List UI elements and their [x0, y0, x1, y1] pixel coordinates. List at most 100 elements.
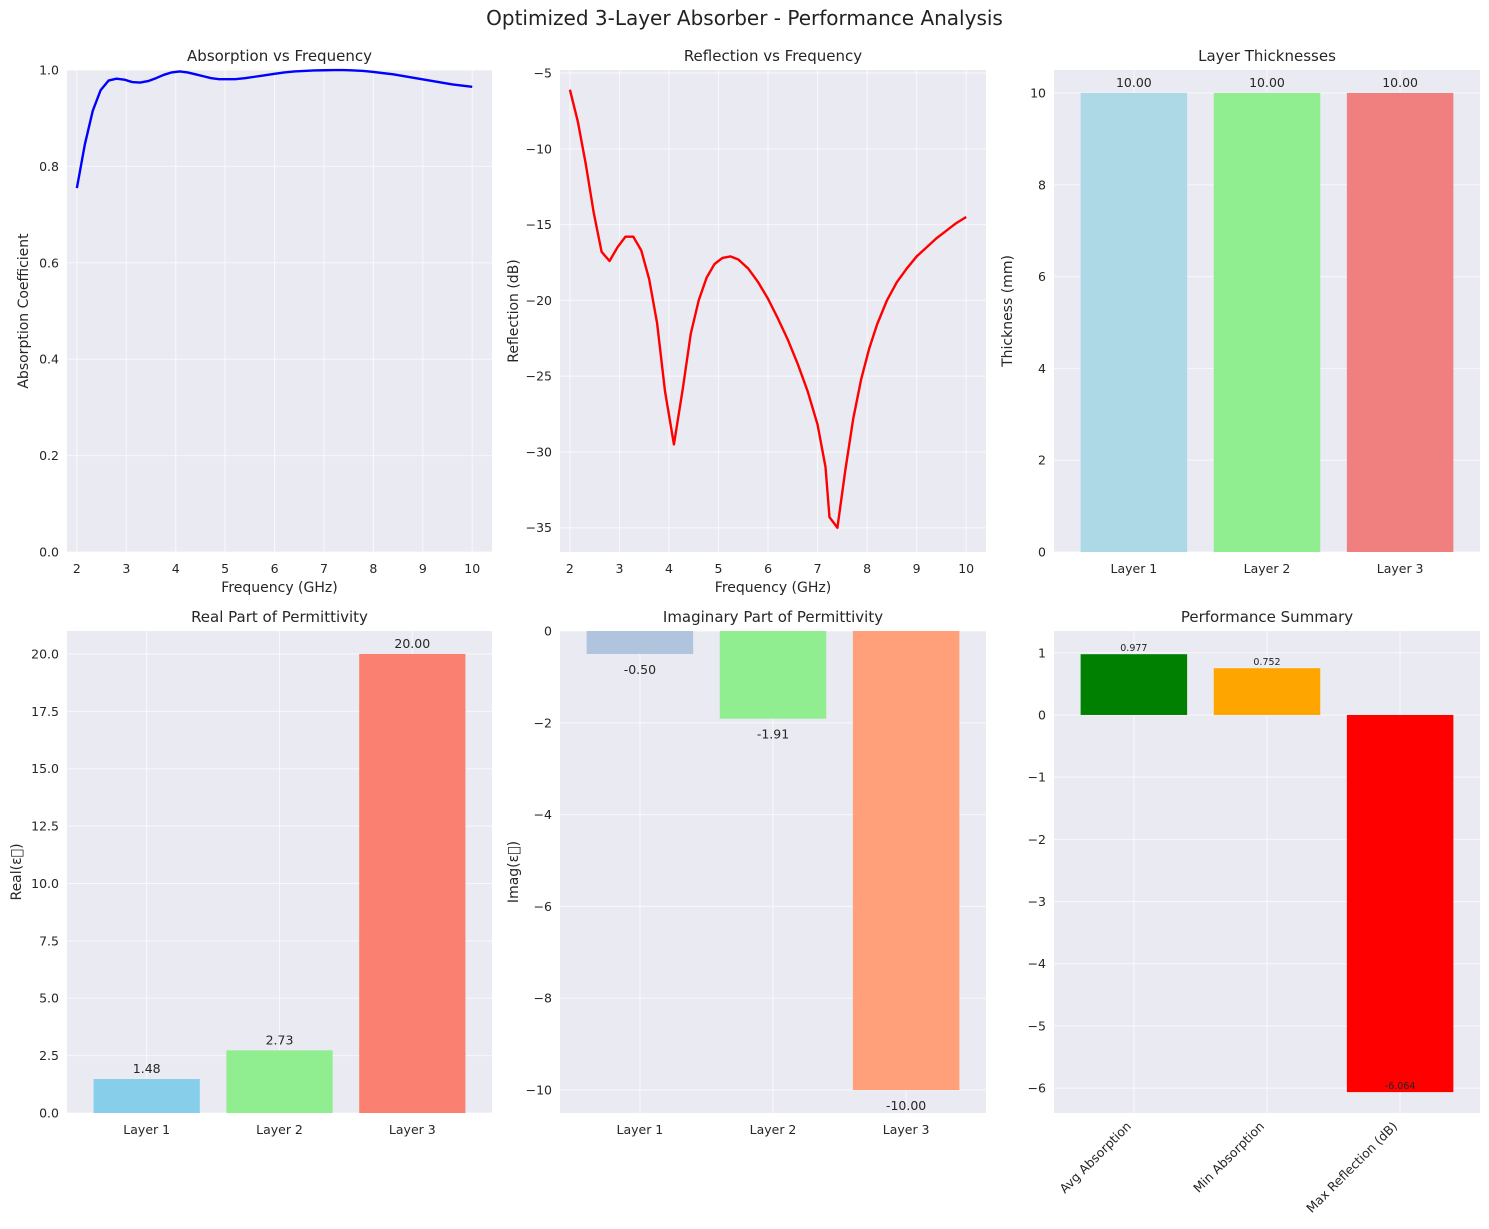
panel-reflection: −35 −30 −25 −20 −15 −10 −5 2 3 4 5 6 7 8 9 10 Reflection…	[506, 47, 986, 596]
x-tick-label: Layer 2	[1244, 561, 1291, 576]
x-axis-label: Frequency (GHz)	[221, 580, 337, 596]
y-tick-label: 0.2	[39, 448, 59, 463]
y-tick-label: −4	[534, 807, 552, 822]
panel-summary: −6 −5 −4 −3 −2 −1 0 1 0.977 Avg Absorption 0.752 Mi…	[1028, 608, 1480, 1216]
y-tick-label: −20	[526, 293, 552, 308]
panel-title: Reflection vs Frequency	[684, 47, 862, 65]
y-tick-label: 0	[544, 624, 552, 639]
bar	[1213, 668, 1321, 715]
panel-title: Absorption vs Frequency	[187, 47, 372, 65]
y-axis-label: Imag(ε )	[506, 841, 522, 903]
bar	[226, 1050, 333, 1113]
x-tick-label: Min Absorption	[1190, 1119, 1267, 1196]
bar	[719, 631, 827, 719]
panel-title: Layer Thicknesses	[1198, 47, 1336, 65]
y-tick-label: −15	[526, 217, 552, 232]
series-line	[75, 68, 473, 189]
y-tick-label: 0.0	[39, 1106, 59, 1121]
x-tick-label: Layer 1	[1110, 561, 1157, 576]
x-tick-label: 3	[615, 561, 623, 576]
x-tick-label: 7	[320, 561, 328, 576]
y-tick-label: −6	[534, 899, 552, 914]
x-tick-label: Layer 2	[256, 1122, 303, 1137]
data-label: 20.00	[394, 636, 430, 651]
bar	[1346, 92, 1454, 552]
y-tick-label: 5.0	[39, 991, 59, 1006]
y-tick-label: 6	[1038, 269, 1046, 284]
x-tick-label: Layer 1	[123, 1122, 170, 1137]
data-label: 10.00	[1249, 75, 1285, 90]
y-axis-label: Real(ε )	[9, 843, 25, 900]
y-tick-label: −6	[1028, 1081, 1046, 1096]
panel-title: Real Part of Permittivity	[191, 608, 368, 626]
panel-title: Imaginary Part of Permittivity	[663, 608, 883, 626]
x-tick-label: Max Reflection (dB)	[1303, 1119, 1400, 1216]
y-tick-label: 1.0	[39, 63, 59, 78]
y-tick-label: 0.6	[39, 255, 59, 270]
y-tick-label: 7.5	[39, 933, 59, 948]
x-tick-label: Layer 3	[1377, 561, 1424, 576]
x-tick-label: 6	[764, 561, 772, 576]
y-tick-label: 10	[1030, 85, 1046, 100]
y-tick-label: 4	[1038, 361, 1046, 376]
y-tick-label: 10.0	[31, 876, 59, 891]
figure-title: Optimized 3-Layer Absorber - Performance…	[486, 6, 1003, 30]
bar	[1213, 92, 1321, 552]
data-label: -10.00	[886, 1098, 926, 1113]
y-tick-label: 0	[1038, 707, 1046, 722]
y-axis-label: Thickness (mm)	[1000, 255, 1016, 368]
y-tick-label: −35	[526, 520, 552, 535]
x-tick-label: 9	[419, 561, 427, 576]
y-tick-label: 15.0	[31, 761, 59, 776]
bar	[586, 631, 694, 654]
x-tick-label: 10	[958, 561, 974, 576]
x-axis-label: Frequency (GHz)	[715, 580, 831, 596]
panel-real_perm: 0.0 2.5 5.0 7.5 10.0 12.5 15.0 17.5 20.0 1.48 Laye…	[9, 608, 492, 1137]
plot-area	[67, 70, 492, 552]
y-axis-label: Absorption Coefficient	[16, 233, 32, 389]
y-tick-label: −30	[526, 444, 552, 459]
data-label: 2.73	[266, 1032, 294, 1047]
y-tick-label: −3	[1028, 894, 1046, 909]
y-tick-label: −10	[526, 141, 552, 156]
data-label: 10.00	[1382, 75, 1418, 90]
y-tick-label: −5	[1028, 1018, 1046, 1033]
bar	[1080, 654, 1188, 715]
bar	[359, 653, 466, 1113]
y-tick-label: 0.0	[39, 545, 59, 560]
y-tick-label: 8	[1038, 177, 1046, 192]
data-label: -1.91	[757, 727, 789, 742]
x-tick-label: 7	[814, 561, 822, 576]
panel-title: Performance Summary	[1181, 608, 1353, 626]
x-tick-label: 4	[172, 561, 180, 576]
bar	[1346, 714, 1454, 1093]
x-tick-label: Layer 3	[883, 1122, 930, 1137]
y-tick-label: 17.5	[31, 704, 59, 719]
y-tick-label: −1	[1028, 770, 1046, 785]
data-label: 1.48	[133, 1061, 161, 1076]
y-axis-label: Reflection (dB)	[506, 259, 522, 363]
x-tick-label: Avg Absorption	[1056, 1119, 1134, 1197]
data-label: 10.00	[1116, 75, 1152, 90]
x-tick-label: Layer 2	[750, 1122, 797, 1137]
x-tick-label: 5	[715, 561, 723, 576]
panel-absorption: 0.0 0.2 0.4 0.6 0.8 1.0 2 3 4 5 6 7 8 9 10 Absorption v…	[16, 47, 492, 596]
x-tick-label: 2	[566, 561, 574, 576]
bar	[852, 631, 960, 1091]
data-label: -0.50	[624, 662, 656, 677]
y-tick-label: −8	[534, 991, 552, 1006]
y-tick-label: 2	[1038, 453, 1046, 468]
y-tick-label: −5	[534, 66, 552, 81]
x-tick-label: 4	[665, 561, 673, 576]
y-tick-label: 2.5	[39, 1048, 59, 1063]
y-tick-label: −10	[526, 1083, 552, 1098]
x-tick-label: 8	[863, 561, 871, 576]
data-label: 0.752	[1253, 657, 1280, 668]
x-tick-label: 6	[271, 561, 279, 576]
x-tick-label: 10	[464, 561, 480, 576]
x-tick-label: 9	[913, 561, 921, 576]
bar	[93, 1079, 200, 1113]
data-label: -6.064	[1385, 1081, 1416, 1092]
y-tick-label: −2	[1028, 832, 1046, 847]
